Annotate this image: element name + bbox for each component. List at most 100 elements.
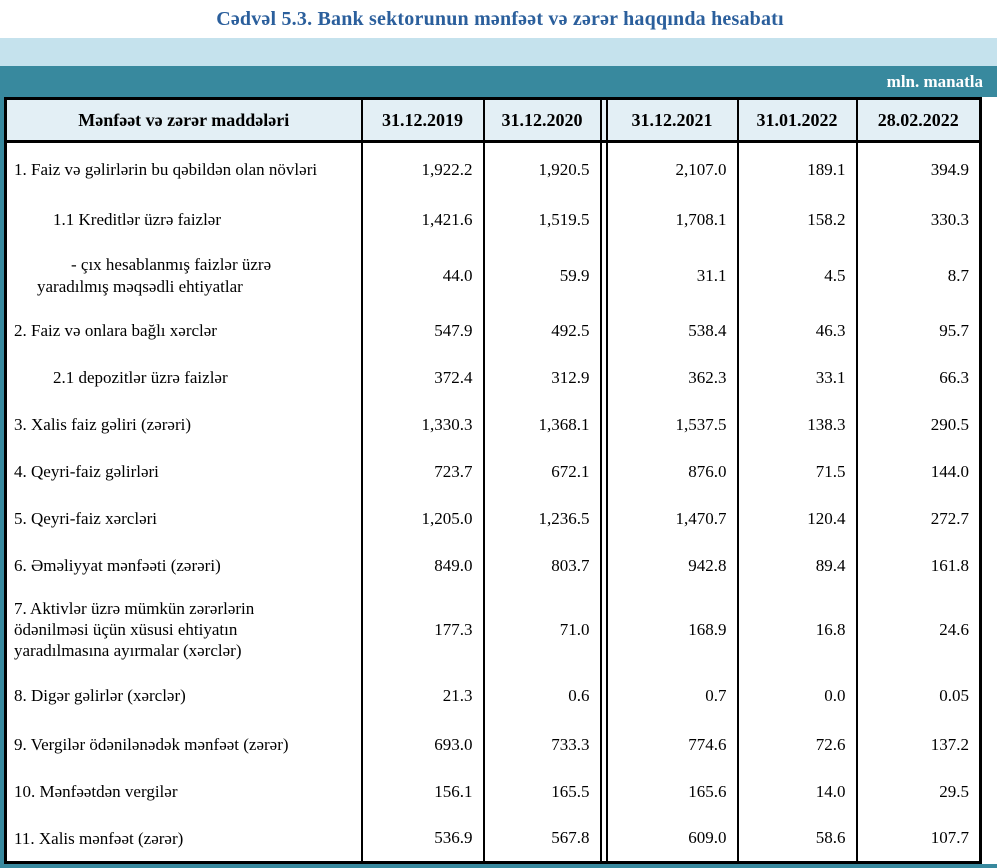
row-value: 1,920.5: [482, 141, 601, 197]
row-label: 4. Qeyri-faiz gəlirləri: [14, 462, 159, 482]
row-value: 362.3: [605, 354, 738, 402]
row-value: 14.0: [736, 768, 857, 816]
double-rule-spacer: [599, 401, 608, 449]
row-value: 290.5: [855, 401, 981, 449]
table-frame: mln. manatla Mənfəət və zərər maddələri …: [0, 38, 997, 868]
row-value: 189.1: [736, 141, 857, 197]
row-value: 46.3: [736, 307, 857, 355]
row-label: 9. Vergilər ödənilənədək mənfəət (zərər): [14, 735, 289, 755]
row-value: 156.1: [360, 768, 484, 816]
row-value: 71.0: [482, 589, 601, 670]
header-period-2020: 31.12.2020: [482, 98, 601, 143]
row-label: 1.1 Kreditlər üzrə faizlər: [53, 210, 222, 230]
table-row: 2. Faiz və onlara bağlı xərclər 547.9 49…: [6, 307, 981, 355]
row-label: 1. Faiz və gəlirlərin bu qəbildən olan n…: [14, 160, 318, 180]
row-value: 33.1: [736, 354, 857, 402]
table-row: - çıx hesablanmış faizlər üzrə yaradılmı…: [6, 243, 981, 308]
row-value: 165.5: [482, 768, 601, 816]
double-rule-spacer: [599, 196, 608, 244]
row-label: 6. Əməliyyat mənfəəti (zərəri): [14, 556, 221, 576]
row-value: 609.0: [605, 815, 738, 863]
page-title: Cədvəl 5.3. Bank sektorunun mənfəət və z…: [216, 7, 784, 30]
row-value: 29.5: [855, 768, 981, 816]
units-label: mln. manatla: [886, 71, 983, 91]
decorative-light-band: [0, 38, 997, 66]
table-row: 1.1 Kreditlər üzrə faizlər 1,421.6 1,519…: [6, 196, 981, 244]
table-wrapper: Mənfəət və zərər maddələri 31.12.2019 31…: [0, 97, 997, 868]
profit-loss-table: Mənfəət və zərər maddələri 31.12.2019 31…: [4, 97, 982, 864]
double-rule-spacer: [599, 495, 608, 543]
double-rule-spacer: [599, 815, 608, 863]
header-items-label: Mənfəət və zərər maddələri: [5, 98, 362, 143]
row-label: 2. Faiz və onlara bağlı xərclər: [14, 321, 217, 341]
table-row: 2.1 depozitlər üzrə faizlər 372.4 312.9 …: [6, 354, 981, 402]
double-rule-spacer: [599, 721, 608, 769]
row-value: 774.6: [605, 721, 738, 769]
double-rule-spacer: [599, 354, 608, 402]
header-period-jan2022: 31.01.2022: [736, 98, 857, 143]
row-value: 137.2: [855, 721, 981, 769]
row-value: 0.05: [855, 669, 981, 722]
row-value: 1,205.0: [360, 495, 484, 543]
row-value: 161.8: [855, 542, 981, 590]
row-value: 158.2: [736, 196, 857, 244]
row-value: 1,470.7: [605, 495, 738, 543]
row-value: 168.9: [605, 589, 738, 670]
row-value: 4.5: [736, 243, 857, 308]
row-value: 1,922.2: [360, 141, 484, 197]
table-row: 7. Aktivlər üzrə mümkün zərərlərin ödəni…: [6, 589, 981, 670]
row-value: 1,519.5: [482, 196, 601, 244]
double-rule-spacer: [599, 768, 608, 816]
row-value: 165.6: [605, 768, 738, 816]
row-value: 138.3: [736, 401, 857, 449]
row-value: 672.1: [482, 448, 601, 496]
row-label: 5. Qeyri-faiz xərcləri: [14, 509, 157, 529]
row-value: 1,537.5: [605, 401, 738, 449]
table-row: 8. Digər gəlirlər (xərclər) 21.3 0.6 0.7…: [6, 669, 981, 722]
row-value: 44.0: [360, 243, 484, 308]
row-value: 372.4: [360, 354, 484, 402]
row-value: 107.7: [855, 815, 981, 863]
table-body: 1. Faiz və gəlirlərin bu qəbildən olan n…: [6, 141, 981, 863]
double-rule-spacer: [599, 448, 608, 496]
header-period-2019: 31.12.2019: [360, 98, 484, 143]
row-value: 492.5: [482, 307, 601, 355]
row-value: 71.5: [736, 448, 857, 496]
row-value: 723.7: [360, 448, 484, 496]
row-label: 7. Aktivlər üzrə mümkün zərərlərin ödəni…: [14, 598, 255, 661]
header-row: Mənfəət və zərər maddələri 31.12.2019 31…: [5, 98, 981, 143]
table-row: 6. Əməliyyat mənfəəti (zərəri) 849.0 803…: [6, 542, 981, 590]
row-value: 31.1: [605, 243, 738, 308]
row-label: 11. Xalis mənfəət (zərər): [14, 828, 184, 848]
table-row: 5. Qeyri-faiz xərcləri 1,205.0 1,236.5 1…: [6, 495, 981, 543]
row-value: 272.7: [855, 495, 981, 543]
row-value: 849.0: [360, 542, 484, 590]
row-value: 536.9: [360, 815, 484, 863]
table-row: 11. Xalis mənfəət (zərər) 536.9 567.8 60…: [6, 815, 981, 863]
row-value: 95.7: [855, 307, 981, 355]
row-value: 733.3: [482, 721, 601, 769]
row-value: 8.7: [855, 243, 981, 308]
table-header: Mənfəət və zərər maddələri 31.12.2019 31…: [5, 98, 981, 143]
double-rule-spacer: [599, 669, 608, 722]
table-row: 4. Qeyri-faiz gəlirləri 723.7 672.1 876.…: [6, 448, 981, 496]
row-value: 24.6: [855, 589, 981, 670]
units-band: mln. manatla: [0, 66, 997, 97]
header-period-2021: 31.12.2021: [605, 98, 738, 143]
row-value: 0.6: [482, 669, 601, 722]
double-rule-spacer: [599, 141, 608, 197]
row-label: 3. Xalis faiz gəliri (zərəri): [14, 415, 191, 435]
row-label: 10. Mənfəətdən vergilər: [14, 782, 178, 802]
row-value: 89.4: [736, 542, 857, 590]
row-label: - çıx hesablanmış faizlər üzrə yaradılmı…: [37, 255, 272, 296]
row-value: 72.6: [736, 721, 857, 769]
row-value: 876.0: [605, 448, 738, 496]
row-value: 66.3: [855, 354, 981, 402]
table-row: 9. Vergilər ödənilənədək mənfəət (zərər)…: [6, 721, 981, 769]
row-value: 538.4: [605, 307, 738, 355]
double-rule-spacer: [599, 589, 608, 670]
row-value: 1,368.1: [482, 401, 601, 449]
row-value: 942.8: [605, 542, 738, 590]
row-value: 58.6: [736, 815, 857, 863]
row-value: 547.9: [360, 307, 484, 355]
